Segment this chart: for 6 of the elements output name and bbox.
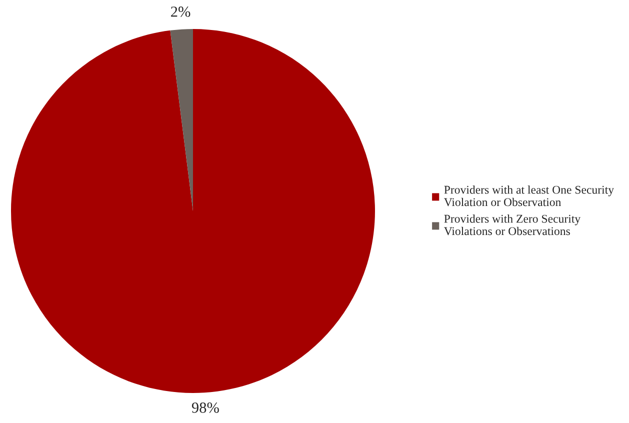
data-label: 2%	[171, 6, 190, 17]
legend-label: Providers with at least One Security Violation or Observation	[444, 185, 614, 206]
pie-slice	[170, 29, 193, 211]
legend-label: Providers with Zero Security Violations or Observations	[444, 214, 581, 236]
pie-slice	[11, 29, 375, 393]
data-label: 98%	[192, 402, 219, 413]
